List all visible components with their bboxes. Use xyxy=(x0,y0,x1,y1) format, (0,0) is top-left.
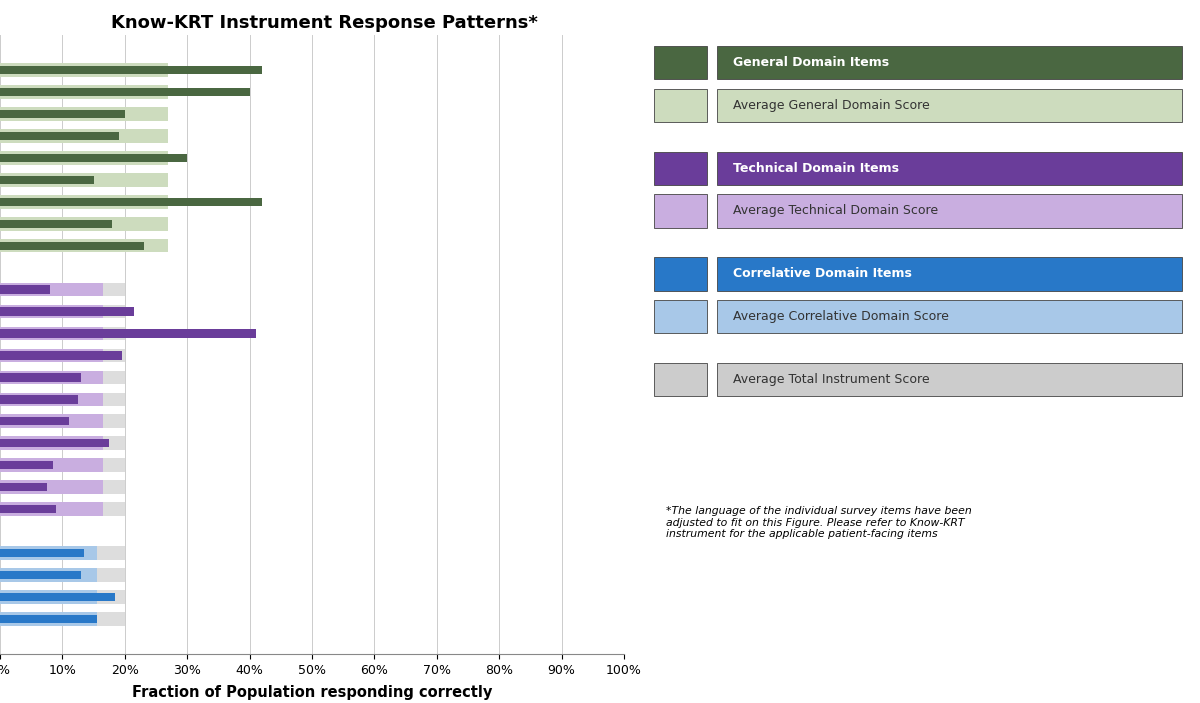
Bar xyxy=(0,239,125,252)
Bar xyxy=(0,85,125,99)
Bar xyxy=(0,461,53,470)
Text: *The language of the individual survey items have been
adjusted to fit on this F: *The language of the individual survey i… xyxy=(666,506,972,539)
Bar xyxy=(0,85,168,99)
Bar xyxy=(0,304,125,318)
Bar xyxy=(0,307,134,316)
Bar xyxy=(0,437,103,450)
Bar xyxy=(0,66,262,75)
Bar xyxy=(0,458,125,472)
Bar xyxy=(0,568,97,582)
Bar xyxy=(0,437,125,450)
Bar xyxy=(0,503,103,516)
Text: Know-KRT Instrument Response Patterns*: Know-KRT Instrument Response Patterns* xyxy=(110,14,538,32)
Bar xyxy=(0,549,84,557)
Bar xyxy=(0,480,125,494)
Bar xyxy=(0,417,68,425)
Bar xyxy=(0,593,115,601)
Bar xyxy=(654,300,707,333)
Bar xyxy=(0,242,144,250)
Bar xyxy=(718,300,1182,333)
Bar xyxy=(654,89,707,122)
Text: Correlative Domain Items: Correlative Domain Items xyxy=(733,267,912,280)
Bar xyxy=(0,392,125,406)
Bar xyxy=(0,329,256,337)
Bar xyxy=(0,614,97,623)
Bar xyxy=(0,173,168,186)
Bar xyxy=(718,363,1182,396)
Bar xyxy=(0,458,103,472)
Bar xyxy=(718,194,1182,228)
Bar xyxy=(0,505,56,513)
Bar xyxy=(0,392,103,406)
Bar xyxy=(0,283,103,297)
Text: Technical Domain Items: Technical Domain Items xyxy=(733,162,899,174)
Text: Average Total Instrument Score: Average Total Instrument Score xyxy=(733,373,930,386)
Bar xyxy=(0,154,187,162)
Bar xyxy=(718,89,1182,122)
Bar xyxy=(654,257,707,290)
Bar xyxy=(0,131,119,140)
Bar xyxy=(0,88,250,96)
Bar xyxy=(0,151,125,165)
Bar xyxy=(0,395,78,404)
Bar xyxy=(0,285,50,294)
Bar xyxy=(0,327,103,340)
Bar xyxy=(0,480,103,494)
Bar xyxy=(0,198,262,206)
Bar xyxy=(0,415,125,428)
Text: Average Technical Domain Score: Average Technical Domain Score xyxy=(733,205,938,217)
Bar xyxy=(654,194,707,228)
Bar xyxy=(0,352,121,360)
Bar xyxy=(0,571,82,579)
Bar xyxy=(0,483,47,491)
Bar xyxy=(654,363,707,396)
Bar xyxy=(654,152,707,185)
Bar xyxy=(718,46,1182,79)
Bar xyxy=(0,590,97,604)
Bar xyxy=(0,283,125,297)
Bar xyxy=(718,257,1182,290)
Bar xyxy=(0,612,125,626)
Bar xyxy=(0,373,82,382)
Bar xyxy=(0,195,125,209)
Bar xyxy=(0,503,125,516)
Bar xyxy=(0,546,97,560)
Bar xyxy=(654,46,707,79)
Bar xyxy=(0,195,168,209)
Bar xyxy=(0,173,125,186)
Bar xyxy=(0,176,94,184)
Bar xyxy=(0,304,103,318)
Bar xyxy=(0,107,125,121)
Bar xyxy=(0,129,125,143)
Bar xyxy=(0,151,168,165)
Bar xyxy=(0,349,125,362)
Bar xyxy=(0,110,125,118)
X-axis label: Fraction of Population responding correctly: Fraction of Population responding correc… xyxy=(132,685,492,700)
Bar xyxy=(0,590,125,604)
Bar xyxy=(0,546,125,560)
Bar xyxy=(0,219,113,228)
Bar xyxy=(0,370,125,385)
Bar xyxy=(0,370,103,385)
Bar xyxy=(0,349,103,362)
Bar xyxy=(0,439,109,447)
Bar xyxy=(0,415,103,428)
Bar xyxy=(0,568,125,582)
Bar xyxy=(0,327,125,340)
Bar xyxy=(0,63,168,77)
Bar xyxy=(0,129,168,143)
Bar xyxy=(0,612,97,626)
Bar xyxy=(0,63,125,77)
Text: Average Correlative Domain Score: Average Correlative Domain Score xyxy=(733,310,949,323)
Bar xyxy=(718,152,1182,185)
Bar xyxy=(0,107,168,121)
Bar xyxy=(0,217,125,231)
Bar xyxy=(0,217,168,231)
Text: General Domain Items: General Domain Items xyxy=(733,56,889,69)
Text: Average General Domain Score: Average General Domain Score xyxy=(733,98,930,112)
Bar xyxy=(0,239,168,252)
